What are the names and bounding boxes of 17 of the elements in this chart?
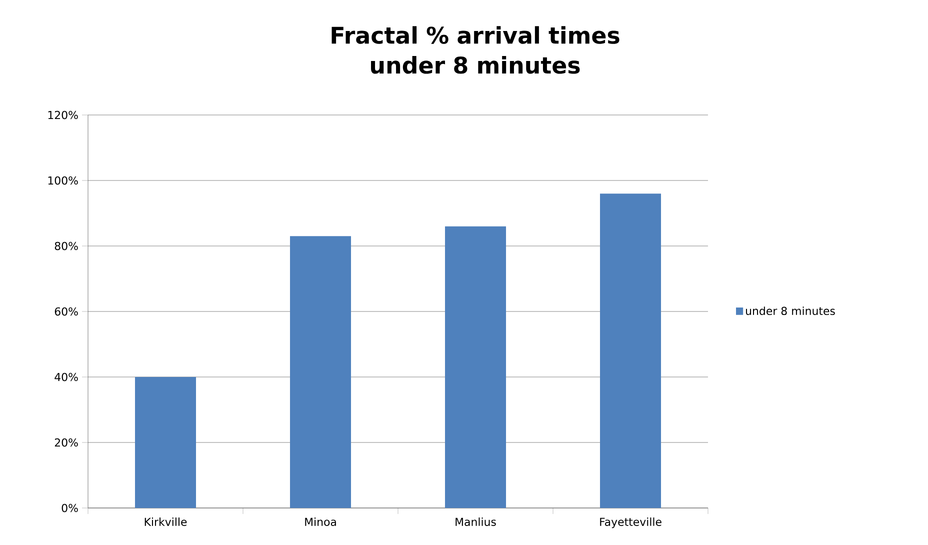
- x-tick-label: Fayetteville: [600, 518, 662, 528]
- y-tick-label: 80%: [54, 242, 78, 250]
- x-tick-label: Manlius: [456, 518, 496, 526]
- y-tick-label: 40%: [54, 372, 78, 382]
- bar: [135, 376, 196, 508]
- y-tick-label: 20%: [54, 438, 78, 447]
- x-tick-label: Kirkville: [144, 518, 187, 526]
- bar: [600, 194, 662, 508]
- legend-label: under 8 minutes: [746, 306, 835, 316]
- y-tick-label: 0%: [62, 504, 78, 512]
- bar: [290, 236, 352, 508]
- y-tick-label: 120%: [48, 110, 78, 120]
- y-tick-label: 60%: [54, 307, 78, 316]
- chart-title: Fractal % arrival times under 8 minutes: [332, 26, 620, 74]
- x-tick-label: Minoa: [305, 518, 336, 526]
- bar: [445, 226, 506, 508]
- y-tick-label: 100%: [48, 176, 78, 185]
